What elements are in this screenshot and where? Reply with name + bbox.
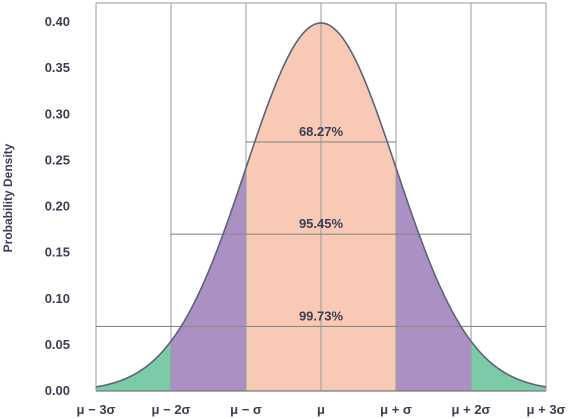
- y-tick-label-5: 0.25: [45, 152, 70, 167]
- y-axis-label: Probability Density: [1, 143, 15, 252]
- y-tick-label-7: 0.35: [45, 60, 70, 75]
- x-tick-label-4: μ + σ: [380, 402, 412, 417]
- band-4: [471, 341, 546, 391]
- interval-label-2: 99.73%: [299, 308, 344, 323]
- y-tick-label-8: 0.40: [45, 14, 70, 29]
- x-tick-label-3: μ: [317, 402, 325, 417]
- y-tick-label-4: 0.20: [45, 199, 70, 214]
- labels: 0.00 0.05 0.10 0.15 0.20 0.25 0.30 0.35 0.40 μ − …: [45, 14, 566, 417]
- x-tick-label-1: μ − 2σ: [152, 402, 191, 417]
- x-tick-label-0: μ − 3σ: [77, 402, 116, 417]
- y-tick-label-0: 0.00: [45, 383, 70, 398]
- band-3: [96, 341, 171, 391]
- x-tick-label-5: μ + 2σ: [452, 402, 491, 417]
- interval-lines: [96, 141, 546, 328]
- y-tick-label-3: 0.15: [45, 245, 70, 260]
- y-tick-label-1: 0.05: [45, 337, 70, 352]
- interval-label-1: 95.45%: [299, 216, 344, 231]
- y-tick-label-2: 0.10: [45, 291, 70, 306]
- x-tick-label-6: μ + 3σ: [527, 402, 566, 417]
- interval-label-0: 68.27%: [299, 124, 344, 139]
- y-tick-label-6: 0.30: [45, 106, 70, 121]
- grid-lines: [95, 2, 547, 391]
- density-curve-layer: [95, 22, 547, 388]
- x-tick-label-2: μ − σ: [230, 402, 262, 417]
- density-curve: [95, 22, 547, 388]
